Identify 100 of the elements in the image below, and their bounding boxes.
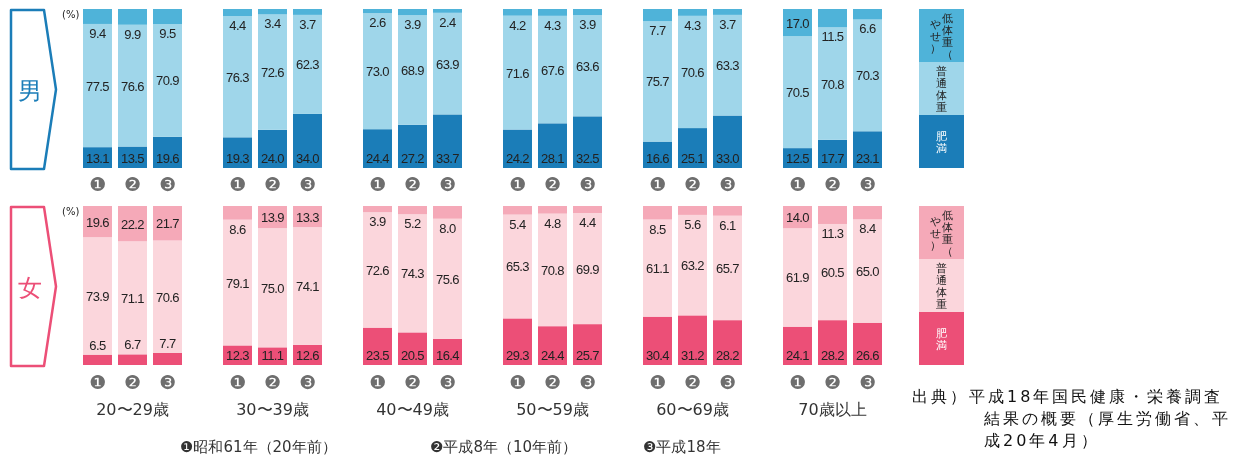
x-tick-label: ❸ <box>438 173 457 195</box>
data-label: 5.4 <box>509 216 526 232</box>
data-label: 24.4 <box>366 151 390 166</box>
data-label: 19.6 <box>86 214 110 230</box>
data-label: 21.7 <box>156 216 180 232</box>
data-label: 25.7 <box>576 348 600 363</box>
data-label: 6.5 <box>89 337 106 353</box>
y-axis-title: (%) <box>62 9 80 20</box>
data-label: 3.9 <box>579 17 596 33</box>
x-tick-label: ❷ <box>123 371 142 393</box>
x-tick-label: ❸ <box>578 371 597 393</box>
x-tick-label: ❷ <box>683 371 702 393</box>
data-label: 8.5 <box>649 221 666 237</box>
x-tick-label: ❷ <box>403 173 422 195</box>
data-label: 7.7 <box>649 23 666 39</box>
data-label: 65.3 <box>506 259 530 275</box>
x-tick-label: ❷ <box>823 371 842 393</box>
x-tick-label: ❸ <box>578 173 597 195</box>
data-label: 23.5 <box>366 348 390 363</box>
data-label: 63.6 <box>576 58 600 74</box>
source-note: 出典）平成18年国民健康・栄養調査結果の概要（厚生労働省、平成20年4月） <box>912 386 1232 452</box>
data-label: 72.6 <box>261 65 285 81</box>
x-tick-label: ❶ <box>228 173 247 195</box>
data-label: 13.1 <box>86 151 110 166</box>
x-tick-label: ❶ <box>648 371 667 393</box>
data-label: 70.9 <box>156 73 180 89</box>
data-label: 76.3 <box>226 69 250 85</box>
data-label: 27.2 <box>401 151 425 166</box>
data-label: 9.5 <box>159 26 176 42</box>
data-label: 24.1 <box>786 348 810 363</box>
data-label: 61.9 <box>786 270 810 286</box>
data-label: 8.0 <box>439 220 456 236</box>
data-label: 72.6 <box>366 262 390 278</box>
text: 60〜69歳 <box>656 400 729 419</box>
data-label: 6.7 <box>124 337 141 353</box>
data-label: 19.6 <box>156 151 180 166</box>
data-label: 3.9 <box>369 214 386 230</box>
data-label: 75.6 <box>436 271 460 287</box>
x-tick-label: ❸ <box>298 371 317 393</box>
data-label: 79.1 <box>226 275 250 291</box>
data-label: 22.2 <box>121 216 145 232</box>
x-tick-label: ❷ <box>543 173 562 195</box>
x-tick-label: ❶ <box>648 173 667 195</box>
x-tick-label: ❸ <box>158 173 177 195</box>
data-label: 32.5 <box>576 151 600 166</box>
text: ❶昭和61年（20年前） <box>180 438 337 456</box>
x-tick-label: ❶ <box>228 371 247 393</box>
data-label: 6.6 <box>859 21 876 37</box>
x-tick-label: ❷ <box>263 173 282 195</box>
data-label: 67.6 <box>541 62 565 78</box>
data-label: 5.2 <box>404 216 421 232</box>
data-label: 33.0 <box>716 151 740 166</box>
data-label: 28.2 <box>821 348 845 363</box>
data-label: 6.1 <box>719 217 736 233</box>
data-label: 63.9 <box>436 56 460 72</box>
data-label: 70.8 <box>541 262 565 278</box>
data-label: 17.7 <box>821 151 845 166</box>
data-label: 4.2 <box>509 17 526 33</box>
data-label: 12.5 <box>786 151 810 166</box>
data-label: 9.9 <box>124 26 141 42</box>
data-label: 14.0 <box>786 210 810 226</box>
x-tick-label: ❸ <box>718 371 737 393</box>
data-label: 65.7 <box>716 260 740 276</box>
data-label: 70.8 <box>821 76 845 92</box>
data-label: 74.1 <box>296 279 320 295</box>
text: 男 <box>18 76 42 105</box>
y-axis-title: (%) <box>62 206 80 217</box>
x-tick-label: ❶ <box>88 371 107 393</box>
x-tick-label: ❸ <box>298 173 317 195</box>
x-tick-label: ❸ <box>158 371 177 393</box>
data-label: 13.9 <box>261 210 285 226</box>
data-label: 3.7 <box>719 16 736 32</box>
data-label: 65.0 <box>856 264 880 280</box>
x-tick-label: ❶ <box>788 371 807 393</box>
data-label: 4.3 <box>544 17 561 33</box>
data-label: 73.0 <box>366 64 390 80</box>
data-label: 3.4 <box>264 16 281 32</box>
data-label: 77.5 <box>86 78 110 94</box>
data-label: 7.7 <box>159 335 176 351</box>
data-label: 16.4 <box>436 348 460 363</box>
data-label: 76.6 <box>121 78 145 94</box>
data-label: 20.5 <box>401 348 425 363</box>
data-label: 9.4 <box>89 25 106 41</box>
data-label: 24.4 <box>541 348 565 363</box>
data-label: 25.1 <box>681 151 705 166</box>
x-tick-label: ❸ <box>858 173 877 195</box>
data-label: 16.6 <box>646 151 670 166</box>
data-label: 24.0 <box>261 151 285 166</box>
data-label: 28.2 <box>716 348 740 363</box>
data-label: 75.0 <box>261 280 285 296</box>
x-tick-label: ❷ <box>683 173 702 195</box>
data-label: 5.6 <box>684 216 701 232</box>
data-label: 63.3 <box>716 58 740 74</box>
data-label: 75.7 <box>646 74 670 90</box>
data-label: 71.6 <box>506 65 530 81</box>
text: 20〜29歳 <box>96 400 169 419</box>
text: 50〜59歳 <box>516 400 589 419</box>
data-label: 63.2 <box>681 258 705 274</box>
data-label: 13.5 <box>121 151 145 166</box>
x-tick-label: ❷ <box>123 173 142 195</box>
